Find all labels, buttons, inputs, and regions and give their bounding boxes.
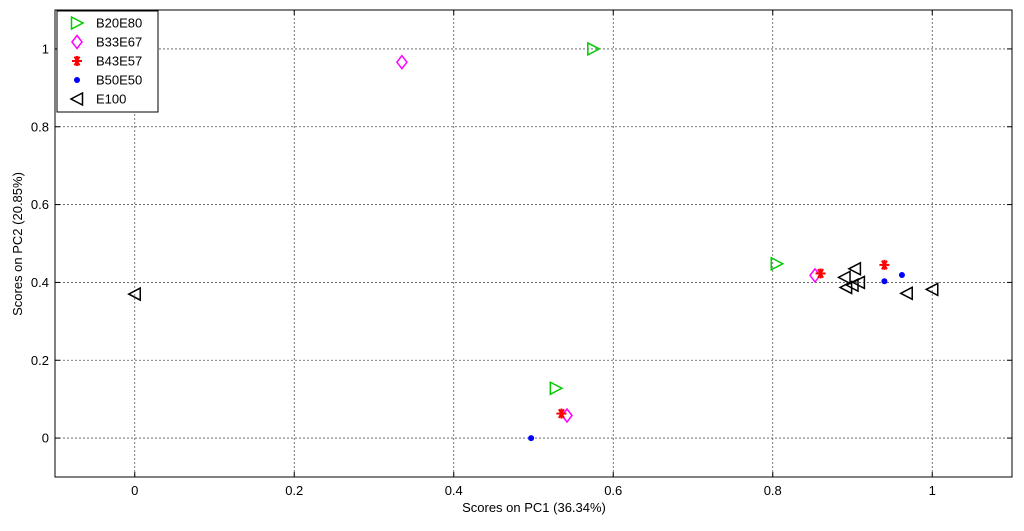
data-point-e100 <box>127 286 141 302</box>
y-tick-label: 0.6 <box>31 197 49 212</box>
x-tick-label: 0.6 <box>604 483 622 498</box>
x-axis-label: Scores on PC1 (36.34%) <box>462 500 606 515</box>
legend-label-b50e50: B50E50 <box>96 73 142 88</box>
data-point-b43e57 <box>815 268 826 279</box>
legend-marker-b43e57 <box>72 56 82 66</box>
points-layer <box>127 41 939 442</box>
legend-label-b20e80: B20E80 <box>96 16 142 31</box>
legend-marker-b50e50 <box>74 77 80 83</box>
data-point-b33e67 <box>395 54 408 70</box>
plot-frame <box>54 9 1013 478</box>
data-point-e100 <box>924 282 939 297</box>
y-tick-label: 0.4 <box>31 275 49 290</box>
data-point-b43e57 <box>556 408 567 419</box>
grid-layer <box>55 10 1012 477</box>
y-tick-label: 1 <box>42 41 49 56</box>
y-tick-label: 0.8 <box>31 119 49 134</box>
legend-label-e100: E100 <box>96 92 126 107</box>
data-point-b43e57 <box>879 259 890 270</box>
data-point-e100 <box>847 261 862 277</box>
data-point-b50e50 <box>881 278 888 285</box>
axes-layer: 0 0.2 0.4 0.6 0.8 1 0 0.2 0.4 0.6 0.8 1 <box>31 9 1013 498</box>
legend-label-b43e57: B43E57 <box>96 54 142 69</box>
data-point-b20e80 <box>549 381 564 396</box>
legend-marker-b20e80 <box>70 15 85 31</box>
x-tick-label: 0.8 <box>764 483 782 498</box>
data-point-b20e80 <box>587 41 601 57</box>
data-point-b50e50 <box>898 272 905 279</box>
data-point-e100 <box>836 270 851 285</box>
data-point-e100 <box>851 275 866 290</box>
legend: B20E80 B33E67 B43E57 B50E50 E100 <box>56 10 159 113</box>
legend-marker-e100 <box>69 91 84 107</box>
y-tick-label: 0.2 <box>31 353 49 368</box>
x-tick-label: 0 <box>131 483 138 498</box>
x-tick-label: 0.4 <box>445 483 463 498</box>
x-tick-label: 1 <box>929 483 936 498</box>
y-axis-label: Scores on PC2 (20.85%) <box>10 172 25 316</box>
x-tick-label: 0.2 <box>285 483 303 498</box>
y-tick-label: 0 <box>42 431 49 446</box>
data-point-b20e80 <box>770 256 785 271</box>
legend-marker-b33e67 <box>71 34 83 50</box>
legend-label-b33e67: B33E67 <box>96 35 142 50</box>
data-point-b50e50 <box>528 435 535 442</box>
data-point-e100 <box>899 286 913 301</box>
